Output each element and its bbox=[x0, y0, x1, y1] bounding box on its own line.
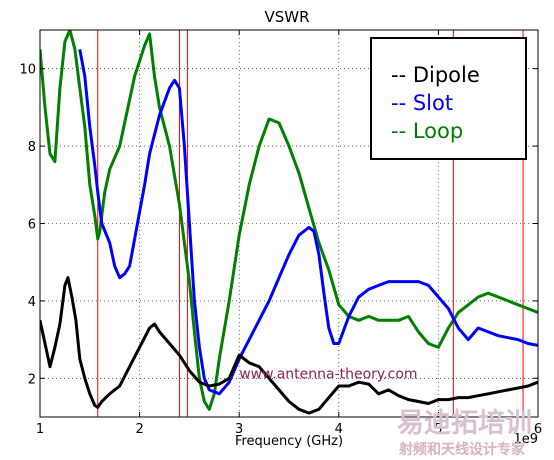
watermark: 易迪拓培训 射频和天线设计专家 bbox=[397, 408, 532, 458]
legend: -- Dipole -- Slot -- Loop bbox=[370, 37, 527, 160]
watermark-line1: 易迪拓培训 bbox=[397, 408, 532, 439]
series-line-slot bbox=[78, 49, 538, 396]
x-tick-label: 2 bbox=[135, 422, 143, 437]
x-tick-label: 4 bbox=[335, 422, 343, 437]
legend-entry-dipole: -- Dipole bbox=[391, 63, 480, 87]
x-axis-scale-note: 1e9 bbox=[513, 432, 538, 447]
y-tick-label: 8 bbox=[28, 140, 36, 155]
x-tick-label: 1 bbox=[36, 422, 44, 437]
watermark-line2: 射频和天线设计专家 bbox=[398, 441, 526, 458]
y-tick-label: 4 bbox=[28, 295, 36, 310]
series-group bbox=[40, 30, 538, 415]
y-tick-label: 2 bbox=[28, 372, 36, 387]
chart-title: VSWR bbox=[264, 8, 309, 26]
legend-entry-slot: -- Slot bbox=[391, 91, 453, 115]
series-line-dipole bbox=[40, 276, 538, 415]
axis-ticks: 1 2 3 4 5 6 2 4 6 8 10 bbox=[19, 30, 542, 437]
annotation-text: www.antenna-theory.com bbox=[239, 366, 417, 382]
legend-box bbox=[370, 37, 527, 160]
x-tick-label: 6 bbox=[534, 422, 542, 437]
series-line-loop bbox=[40, 30, 538, 411]
x-axis-label: Frequency (GHz) bbox=[235, 434, 343, 449]
x-tick-label: 3 bbox=[235, 422, 243, 437]
y-tick-label: 6 bbox=[28, 218, 36, 233]
legend-entry-loop: -- Loop bbox=[391, 119, 463, 143]
y-tick-label: 10 bbox=[19, 63, 36, 78]
x-tick-label: 5 bbox=[434, 422, 442, 437]
